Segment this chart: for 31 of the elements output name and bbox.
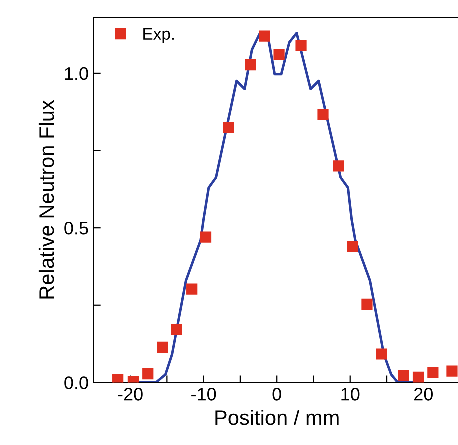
point	[428, 367, 439, 378]
y-axis-title: Relative Neutron Flux	[38, 100, 54, 299]
point	[446, 366, 458, 377]
point	[274, 49, 285, 60]
point	[398, 370, 410, 382]
y-tick-label: 1.0	[65, 67, 88, 80]
x-tick-label: -10	[192, 388, 216, 401]
point	[347, 241, 358, 252]
point	[142, 368, 154, 380]
y-tick-label: 0.5	[64, 222, 88, 235]
point	[200, 232, 212, 243]
x-tick-label: -20	[118, 388, 143, 401]
point	[376, 348, 388, 360]
point	[412, 372, 424, 383]
point	[157, 342, 168, 354]
point	[112, 374, 124, 383]
x-tick-label: 20	[414, 388, 433, 401]
x-axis-title: Position / mm	[216, 410, 339, 426]
x-tick-label: 0	[272, 388, 282, 401]
point	[245, 60, 256, 71]
y-tick-label: 0.0	[64, 376, 88, 390]
x-tick-label: 10	[342, 388, 360, 401]
point	[171, 324, 182, 336]
point	[362, 298, 373, 310]
point	[318, 109, 329, 120]
point	[333, 160, 344, 172]
legend-label: Exp.	[144, 28, 174, 44]
point	[259, 30, 270, 42]
point	[186, 284, 198, 295]
point	[223, 122, 234, 134]
point	[296, 40, 307, 52]
